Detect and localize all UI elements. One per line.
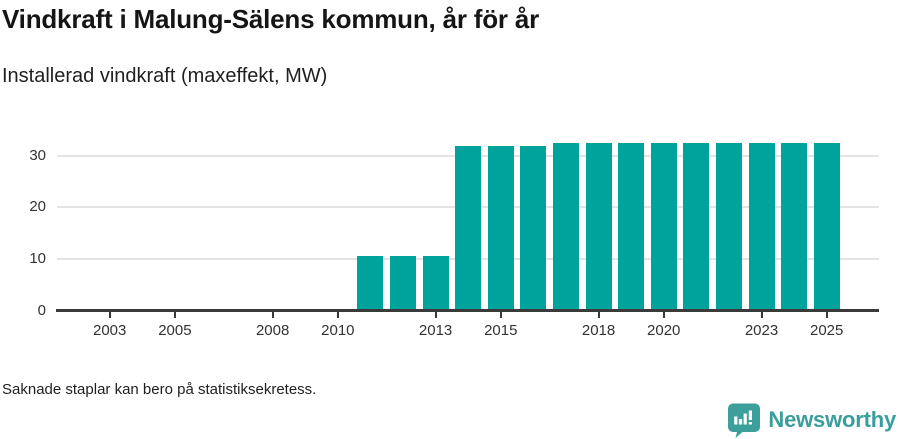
- x-tick-label-2003: 2003: [93, 322, 127, 339]
- x-tick-label-2023: 2023: [744, 322, 779, 339]
- bar-2012: [390, 255, 416, 311]
- y-tick-label-0: 0: [37, 302, 46, 319]
- x-tick-2023: [760, 312, 763, 318]
- newsworthy-logo[interactable]: Newsworthy: [727, 402, 896, 438]
- bar-2024: [781, 143, 808, 311]
- chart-title: Vindkraft i Malung-Sälens kommun, år för…: [2, 4, 540, 34]
- bar-2021: [683, 143, 710, 311]
- x-tick-label-2025: 2025: [809, 322, 844, 339]
- x-tick-2025: [825, 312, 828, 318]
- bar-2019: [618, 143, 645, 311]
- bar-2016: [520, 145, 547, 311]
- x-tick-2015: [499, 312, 502, 318]
- chart-subtitle: Installerad vindkraft (maxeffekt, MW): [2, 65, 328, 87]
- x-tick-label-2013: 2013: [418, 322, 453, 339]
- x-tick-2008: [271, 312, 274, 318]
- y-tick-label-10: 10: [29, 250, 46, 268]
- bar-2022: [715, 143, 742, 311]
- bar-2023: [748, 143, 775, 311]
- x-tick-2020: [662, 312, 665, 318]
- bar-2015: [487, 145, 514, 311]
- bar-2018: [585, 143, 612, 311]
- bar-2017: [552, 143, 579, 311]
- x-tick-label-2015: 2015: [484, 322, 518, 339]
- bar-2011: [357, 255, 384, 311]
- newsworthy-icon: [728, 403, 761, 438]
- x-tick-2003: [108, 312, 111, 318]
- x-tick-2010: [336, 312, 339, 318]
- newsworthy-wordmark: Newsworthy: [768, 407, 896, 432]
- x-axis-line: [56, 309, 879, 312]
- y-tick-label-20: 20: [29, 198, 46, 216]
- x-tick-2013: [434, 312, 437, 318]
- x-tick-label-2018: 2018: [581, 322, 616, 339]
- x-tick-label-2010: 2010: [321, 322, 355, 339]
- bar-2014: [455, 145, 482, 311]
- x-tick-label-2020: 2020: [647, 322, 681, 339]
- y-tick-label-30: 30: [29, 146, 46, 164]
- x-tick-label-2005: 2005: [158, 322, 192, 339]
- bar-2013: [422, 255, 449, 311]
- bar-2020: [650, 143, 677, 311]
- x-tick-label-2008: 2008: [255, 322, 290, 339]
- bar-2025: [813, 143, 840, 311]
- newsworthy-icon-bars: [734, 410, 753, 424]
- x-tick-2018: [597, 312, 600, 318]
- footnote: Saknade staplar kan bero på statistiksek…: [2, 381, 317, 398]
- x-tick-2005: [173, 312, 176, 318]
